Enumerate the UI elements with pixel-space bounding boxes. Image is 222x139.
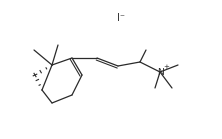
Text: I⁻: I⁻ xyxy=(117,13,125,23)
Text: +: + xyxy=(163,64,169,70)
Text: N: N xyxy=(157,68,163,76)
